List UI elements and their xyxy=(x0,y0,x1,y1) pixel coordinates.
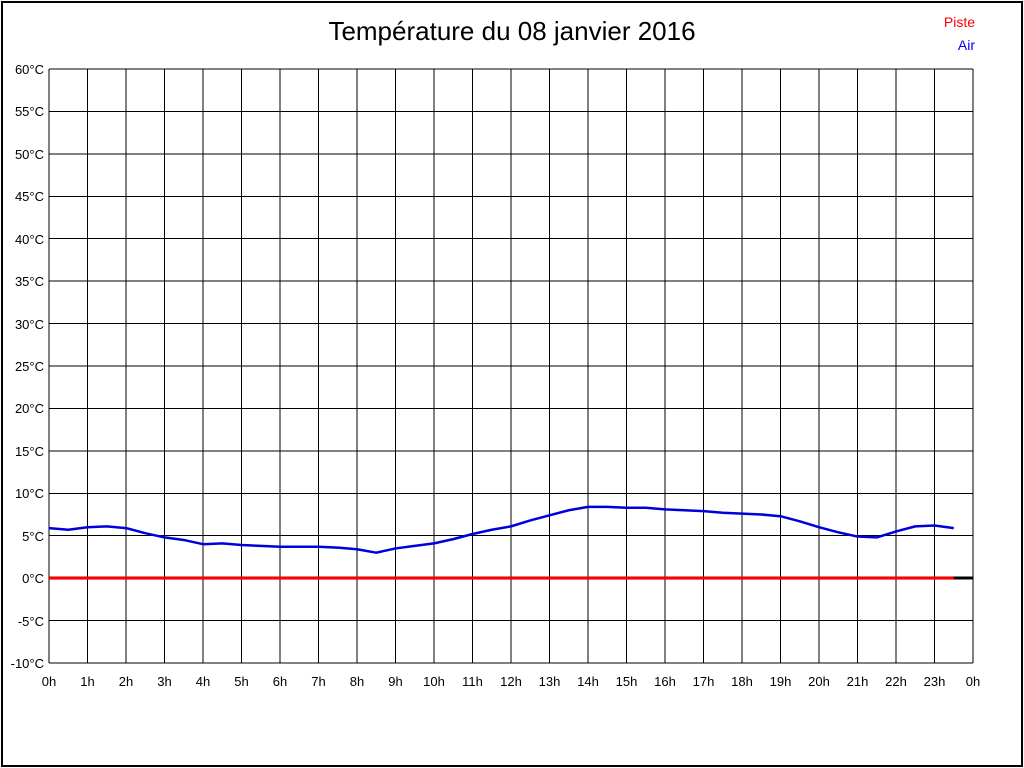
y-axis-tick-label: -5°C xyxy=(17,613,44,629)
x-axis-tick-label: 2h xyxy=(118,674,134,689)
y-axis-tick-label: 45°C xyxy=(14,189,44,205)
x-axis-tick-label: 4h xyxy=(195,674,211,689)
x-axis-tick-label: 13h xyxy=(538,674,561,689)
x-axis-tick-label: 1h xyxy=(80,674,95,689)
x-axis-tick-label: 23h xyxy=(923,674,946,689)
y-axis-tick-label: 30°C xyxy=(14,316,44,332)
y-axis-tick-label: 0°C xyxy=(22,571,44,587)
y-axis-tick-label: 55°C xyxy=(14,104,44,120)
x-axis-tick-label: 17h xyxy=(692,674,715,689)
legend-label-piste: Piste xyxy=(943,14,975,30)
y-axis-tick-label: 40°C xyxy=(14,231,44,247)
x-axis-tick-label: 14h xyxy=(577,674,599,689)
legend: Piste Air xyxy=(944,11,975,57)
legend-label-air: Air xyxy=(957,37,975,53)
y-axis-tick-label: 5°C xyxy=(22,528,44,544)
y-axis-tick-label: 35°C xyxy=(14,274,44,290)
x-axis-tick-label: 9h xyxy=(388,674,403,689)
x-axis-tick-label: 3h xyxy=(157,674,172,689)
y-axis-tick-label: 60°C xyxy=(14,62,44,77)
series-line-air xyxy=(48,505,954,554)
y-axis-tick-label: 25°C xyxy=(14,359,44,374)
x-axis-tick-label: 6h xyxy=(272,674,288,689)
x-axis-tick-label: 22h xyxy=(885,674,907,689)
x-axis-tick-label: 21h xyxy=(846,674,869,689)
x-axis-tick-label: 10h xyxy=(423,674,445,689)
y-axis-tick-label: 10°C xyxy=(14,486,44,502)
x-axis-tick-label: 12h xyxy=(500,674,522,689)
x-axis-tick-label: 19h xyxy=(769,674,792,689)
y-axis-tick-label: 50°C xyxy=(14,146,44,162)
x-axis-tick-label: 18h xyxy=(731,674,753,689)
legend-item-piste: Piste xyxy=(944,11,975,34)
x-axis-tick-label: 8h xyxy=(349,674,365,689)
x-axis-tick-label: 11h xyxy=(462,674,483,689)
x-axis-tick-label: 20h xyxy=(808,674,830,689)
x-axis-tick-label: 7h xyxy=(311,674,326,689)
chart-title: Température du 08 janvier 2016 xyxy=(328,16,696,46)
x-axis-tick-label: 0h xyxy=(965,674,981,689)
x-axis-tick-label: 15h xyxy=(615,674,638,689)
x-axis-tick-label: 5h xyxy=(234,674,249,689)
y-axis-tick-label: 20°C xyxy=(14,401,44,417)
x-axis-tick-label: 16h xyxy=(654,674,676,689)
y-axis-tick-label: 15°C xyxy=(14,443,44,459)
x-axis-tick-label: 0h xyxy=(41,674,57,689)
legend-item-air: Air xyxy=(944,34,975,57)
y-axis-tick-label: -10°C xyxy=(10,656,44,671)
